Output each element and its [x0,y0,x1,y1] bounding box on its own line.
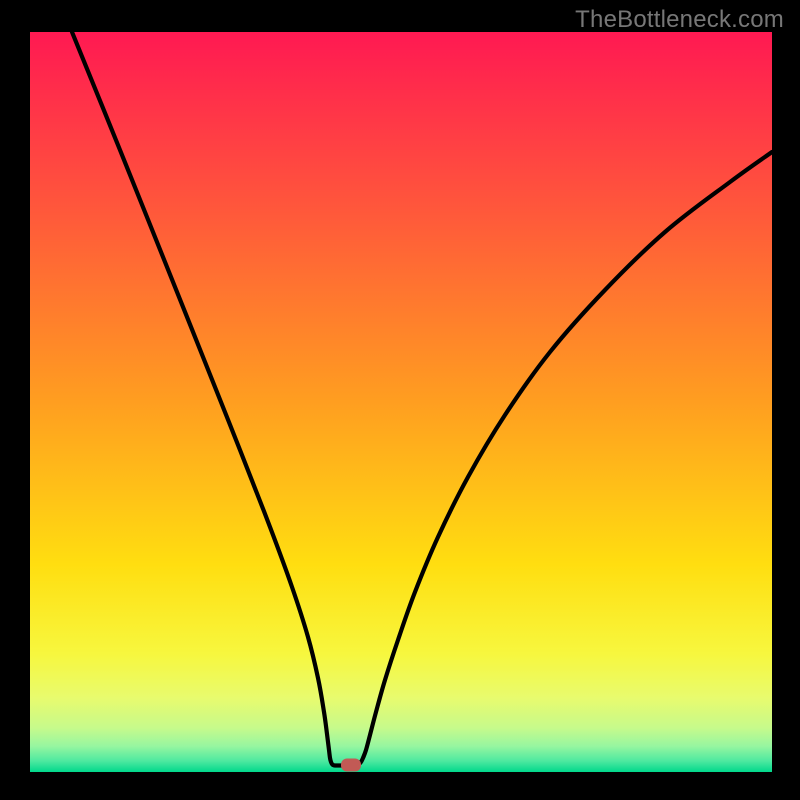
chart-frame: TheBottleneck.com [0,0,800,800]
watermark-text: TheBottleneck.com [575,6,784,34]
optimum-marker [341,758,361,771]
curve-path [72,32,772,766]
plot-area [30,32,772,772]
bottleneck-curve [30,32,772,772]
